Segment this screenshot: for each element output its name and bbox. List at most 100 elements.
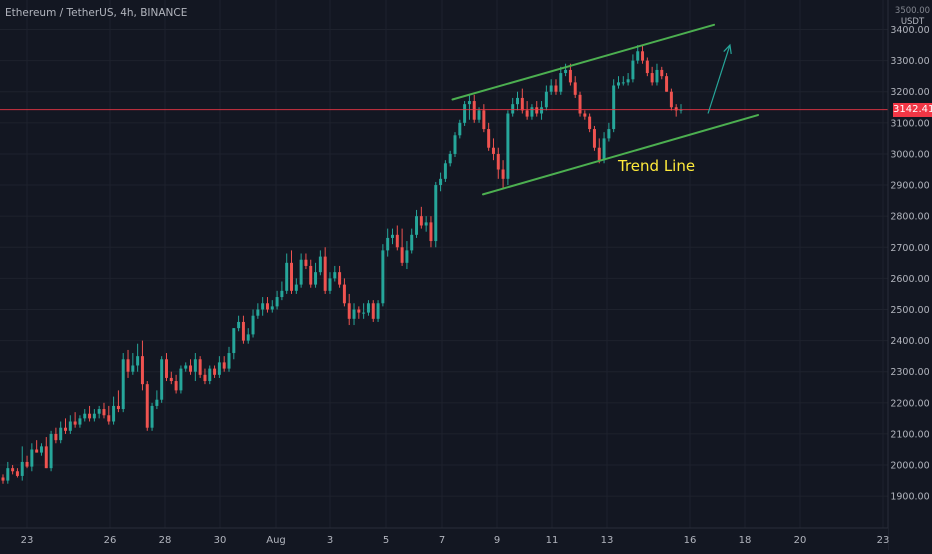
candle-body bbox=[227, 353, 231, 369]
candle bbox=[352, 303, 356, 326]
candle-body bbox=[592, 129, 596, 148]
candle bbox=[650, 66, 654, 86]
candle bbox=[559, 66, 563, 95]
candle bbox=[179, 365, 183, 394]
price-tick-label: 2800.00 bbox=[890, 212, 929, 223]
candle bbox=[453, 132, 457, 158]
candle bbox=[424, 216, 428, 232]
candle bbox=[44, 437, 48, 469]
price-axis-top-label: 3500.00 USDT bbox=[893, 6, 932, 28]
candle-body bbox=[222, 362, 226, 369]
candle-body bbox=[20, 461, 24, 476]
arrow-head bbox=[723, 43, 732, 55]
time-axis-panel[interactable] bbox=[0, 528, 888, 550]
candle bbox=[39, 443, 43, 456]
candle bbox=[395, 225, 399, 251]
price-axis-panel[interactable] bbox=[888, 0, 932, 550]
candle-body bbox=[261, 303, 265, 310]
candle-body bbox=[501, 169, 505, 179]
candle-body bbox=[112, 405, 116, 422]
candle bbox=[645, 57, 649, 77]
candle-body bbox=[203, 374, 207, 382]
price-tick-label: 3400.00 bbox=[890, 25, 929, 36]
candle bbox=[203, 368, 207, 385]
candle bbox=[97, 405, 101, 419]
candle bbox=[573, 76, 577, 98]
candle bbox=[564, 63, 568, 77]
candle bbox=[448, 150, 452, 167]
symbol-name[interactable]: Ethereum / TetherUS bbox=[5, 7, 114, 19]
candle bbox=[15, 468, 19, 478]
time-tick-label: 3 bbox=[327, 535, 333, 546]
candle-body bbox=[169, 377, 173, 382]
price-tick-label: 3300.00 bbox=[890, 56, 929, 67]
candle bbox=[342, 278, 346, 307]
candle bbox=[491, 138, 495, 161]
candle bbox=[184, 362, 188, 372]
price-tick-label: 1900.00 bbox=[890, 492, 929, 503]
candle bbox=[439, 172, 443, 192]
candle-body bbox=[583, 113, 587, 117]
candle bbox=[280, 281, 284, 301]
candle bbox=[669, 88, 673, 111]
candle-body bbox=[107, 415, 111, 422]
candle-body bbox=[352, 309, 356, 319]
candle bbox=[419, 206, 423, 229]
channel-upper[interactable] bbox=[451, 23, 716, 101]
candle bbox=[88, 405, 92, 422]
candle bbox=[544, 85, 548, 111]
candle bbox=[357, 306, 361, 319]
candle bbox=[506, 110, 510, 186]
up-arrow[interactable] bbox=[707, 43, 732, 114]
candle bbox=[11, 465, 15, 475]
title-separator: , bbox=[113, 7, 121, 19]
candle bbox=[400, 228, 404, 266]
candle bbox=[530, 104, 534, 120]
trend-line-label[interactable]: Trend Line bbox=[617, 157, 695, 175]
price-tick-label: 2000.00 bbox=[890, 461, 929, 472]
candle-body bbox=[92, 413, 96, 419]
candle bbox=[20, 446, 24, 481]
candle-body bbox=[612, 85, 616, 130]
time-tick-label: 7 bbox=[439, 535, 445, 546]
candle-body bbox=[429, 222, 433, 242]
candle bbox=[540, 101, 544, 120]
time-tick-label: 23 bbox=[21, 535, 34, 546]
candle-body bbox=[275, 297, 279, 307]
candle bbox=[126, 349, 130, 378]
candle-body bbox=[131, 365, 135, 372]
candle bbox=[78, 415, 82, 428]
candle-body bbox=[251, 315, 255, 335]
candle bbox=[612, 79, 616, 133]
candle bbox=[665, 73, 669, 92]
candle-body bbox=[525, 110, 529, 117]
candle-body bbox=[641, 51, 645, 61]
time-tick-label: Aug bbox=[266, 535, 286, 546]
candle bbox=[222, 356, 226, 372]
candle-body bbox=[482, 110, 486, 130]
candle bbox=[35, 440, 39, 453]
candle bbox=[64, 418, 68, 434]
interval-label[interactable]: 4h bbox=[120, 7, 134, 19]
candle bbox=[73, 412, 77, 428]
candle-body bbox=[246, 334, 250, 341]
candle-body bbox=[472, 101, 476, 120]
candle-body bbox=[458, 122, 462, 136]
candle bbox=[636, 45, 640, 64]
candle bbox=[213, 365, 217, 378]
candle-body bbox=[140, 356, 144, 385]
candle bbox=[434, 181, 438, 248]
currency-unit-label[interactable]: USDT bbox=[900, 17, 925, 27]
candle bbox=[217, 356, 221, 378]
drawings[interactable]: Trend Line bbox=[451, 23, 759, 196]
candle bbox=[174, 374, 178, 394]
candle bbox=[410, 228, 414, 254]
candle bbox=[49, 430, 53, 472]
candle-body bbox=[626, 79, 630, 83]
candle-body bbox=[443, 163, 447, 179]
time-tick-label: 16 bbox=[684, 535, 697, 546]
candle-body bbox=[150, 405, 154, 428]
channel-lower[interactable] bbox=[481, 114, 759, 196]
